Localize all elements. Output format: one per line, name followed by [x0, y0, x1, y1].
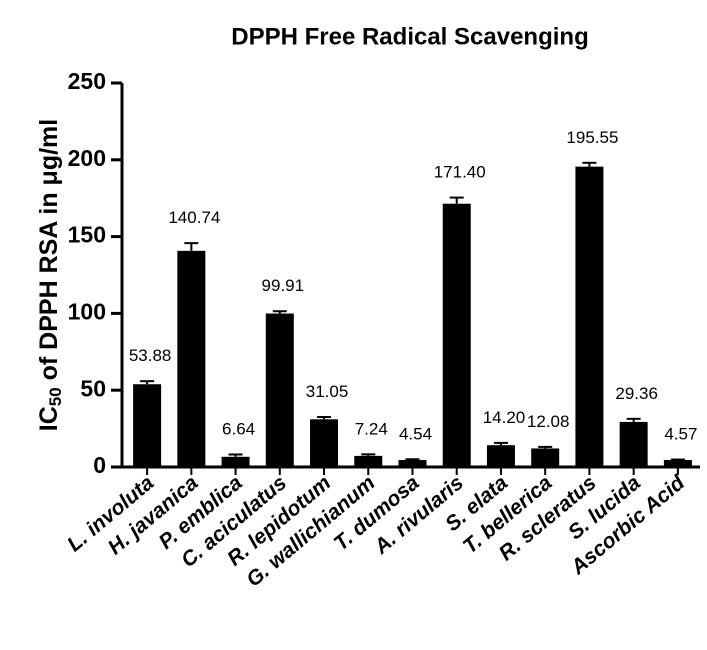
bar: [575, 166, 604, 467]
value-label: 4.54: [399, 424, 432, 443]
bar: [221, 456, 250, 467]
bar: [619, 421, 648, 467]
bar: [310, 419, 339, 467]
bar: [133, 384, 162, 467]
y-tick-label: 150: [68, 222, 106, 248]
y-tick-label: 100: [68, 298, 106, 324]
value-label: 195.55: [566, 128, 618, 147]
bar: [354, 455, 383, 467]
y-axis-label: IC50 of DPPH RSA in μg/ml: [35, 119, 66, 431]
value-label: 4.57: [664, 425, 697, 444]
value-label: 140.74: [168, 208, 220, 227]
value-label: 6.64: [222, 419, 255, 438]
y-tick-label: 250: [68, 68, 106, 94]
y-label-sub: 50: [46, 387, 65, 406]
value-label: 29.36: [615, 384, 658, 403]
value-label: 12.08: [527, 412, 570, 431]
chart-title: DPPH Free Radical Scavenging: [231, 23, 588, 50]
y-tick-label: 50: [80, 375, 106, 401]
y-tick-label: 0: [93, 452, 106, 478]
bar: [177, 250, 206, 467]
bar: [442, 203, 471, 467]
y-label-part: of DPPH RSA in μg/ml: [35, 119, 63, 388]
bar: [663, 459, 692, 467]
y-tick-label: 200: [68, 145, 106, 171]
value-label: 31.05: [306, 382, 349, 401]
value-label: 7.24: [355, 419, 388, 438]
bar: [398, 460, 427, 467]
y-label-part: IC: [35, 406, 63, 431]
value-label: 14.20: [483, 408, 526, 427]
value-label: 171.40: [434, 163, 486, 182]
value-label: 53.88: [129, 346, 172, 365]
bar: [531, 448, 560, 467]
bar: [265, 313, 294, 467]
value-label: 99.91: [262, 276, 305, 295]
bar: [486, 445, 515, 467]
